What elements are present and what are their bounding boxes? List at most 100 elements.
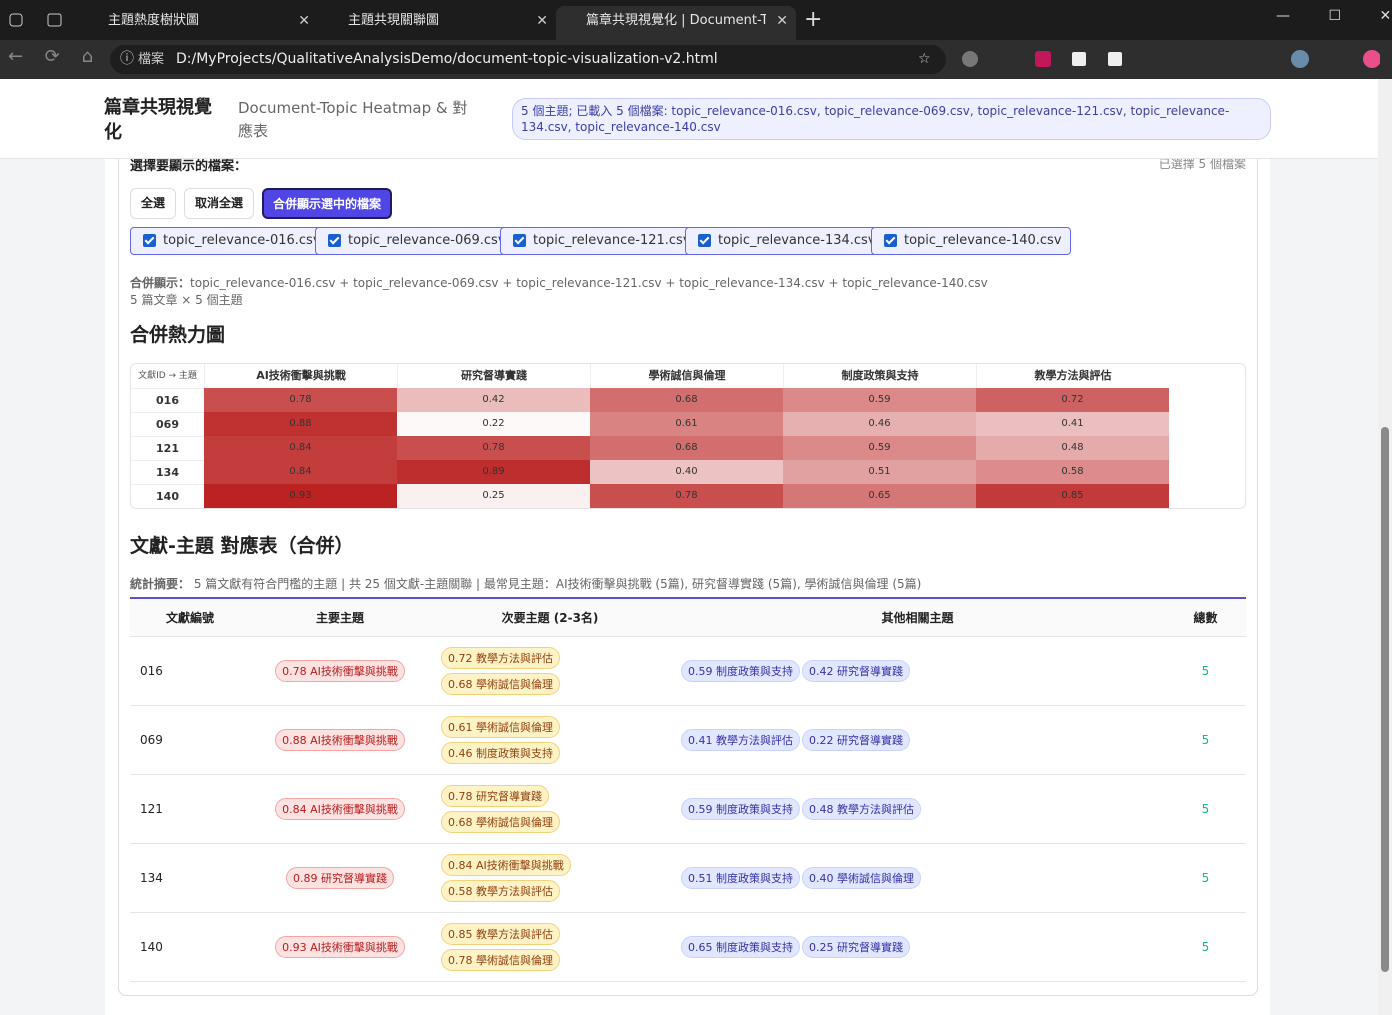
total: 5 (1165, 912, 1246, 982)
file-checkbox[interactable]: topic_relevance-069.csv (315, 227, 515, 255)
select-all-button[interactable]: 全選 (130, 188, 176, 219)
main-topic-cell: 0.78 AI技術衝擊與挑戰 (250, 636, 430, 706)
main-topic: 0.78 AI技術衝擊與挑戰 (275, 659, 405, 682)
heatmap-row-label: 069 (131, 412, 204, 437)
nav-buttons[interactable]: ← ⟳ ⌂ (8, 46, 94, 67)
window-icons (9, 13, 62, 27)
secondary-cell: 0.78 研究督導實踐 0.68 學術誠信與倫理 (430, 774, 670, 844)
heatmap-cell: 0.88 (204, 412, 397, 436)
other-topic: 0.65 制度政策與支持 (681, 935, 800, 958)
heatmap-cell: 0.40 (590, 460, 783, 484)
doc-id: 140 (130, 912, 250, 982)
file-checkbox[interactable]: topic_relevance-121.csv (500, 227, 700, 255)
tab[interactable]: 主題熱度樹狀圖 ✕ (108, 13, 310, 29)
main-topic-cell: 0.84 AI技術衝擊與挑戰 (250, 774, 430, 844)
file-name: topic_relevance-016.csv (163, 233, 321, 248)
main-topic: 0.89 研究督導實踐 (286, 866, 394, 889)
other-topic: 0.59 制度政策與支持 (681, 797, 800, 820)
main-topic-cell: 0.88 AI技術衝擊與挑戰 (250, 705, 430, 775)
summary: 統計摘要： 5 篇文獻有符合門檻的主題 | 共 25 個文獻-主題關聯 | 最常… (130, 575, 921, 592)
others-cell: 0.59 制度政策與支持 0.48 教學方法與評估 (670, 774, 1165, 844)
column-header: 文獻編號 (130, 598, 250, 637)
summary-text: 5 篇文獻有符合門檻的主題 | 共 25 個文獻-主題關聯 | 最常見主題：AI… (193, 577, 922, 591)
heatmap-corner: 文獻ID → 主題 (138, 371, 197, 381)
status-badge: 5 個主題; 已載入 5 個檔案: topic_relevance-016.cs… (512, 98, 1271, 140)
doc-id: 134 (130, 843, 250, 913)
page-subtitle: Document-Topic Heatmap & 對應表 (238, 99, 468, 140)
others-cell: 0.41 教學方法與評估 0.22 研究督導實踐 (670, 705, 1165, 775)
address-bar[interactable]: ⓘ 檔案 D:/MyProjects/QualitativeAnalysisDe… (110, 45, 946, 74)
file-name: topic_relevance-140.csv (904, 233, 1062, 248)
checkbox (143, 234, 156, 247)
checkbox (513, 234, 526, 247)
deselect-all-button[interactable]: 取消全選 (184, 188, 254, 219)
secondary-topic: 0.61 學術誠信與倫理 (441, 715, 560, 738)
others-cell: 0.59 制度政策與支持 0.42 研究督導實踐 (670, 636, 1165, 706)
heatmap-cell: 0.84 (204, 460, 397, 484)
heatmap-cell: 0.68 (590, 436, 783, 460)
total: 5 (1165, 774, 1246, 844)
main-topic: 0.84 AI技術衝擊與挑戰 (275, 797, 405, 820)
heatmap-row-label: 140 (131, 484, 204, 508)
secondary-topic: 0.72 教學方法與評估 (441, 646, 560, 669)
heatmap-cell: 0.93 (204, 484, 397, 508)
section-label: 選擇要顯示的檔案： (130, 159, 248, 174)
merged-files: topic_relevance-016.csv + topic_relevanc… (190, 276, 988, 290)
heatmap: 文獻ID → 主題 AI技術衝擊與挑戰 研究督導實踐 學術誠信與倫理 制度政策與支持 教學… (130, 363, 1246, 509)
others-cell: 0.51 制度政策與支持 0.40 學術誠信與倫理 (670, 843, 1165, 913)
tab-title: 主題熱度樹狀圖 (108, 13, 200, 28)
extension-icons[interactable] (960, 49, 1381, 69)
doc-id: 016 (130, 636, 250, 706)
secondary-topic: 0.78 研究督導實踐 (441, 784, 549, 807)
total: 5 (1165, 843, 1246, 913)
tab[interactable]: 主題共現關聯圖 ✕ (348, 13, 548, 29)
tab-title: 篇章共現視覺化 | Document-Topic (586, 13, 766, 28)
secondary-topic: 0.85 教學方法與評估 (441, 922, 560, 945)
other-topic: 0.41 教學方法與評估 (681, 728, 800, 751)
file-checkbox[interactable]: topic_relevance-140.csv (871, 227, 1071, 255)
heatmap-cell: 0.65 (783, 484, 976, 508)
column-header: 次要主題 (2-3名) (430, 598, 670, 637)
checkbox (698, 234, 711, 247)
table-row: 069 0.88 AI技術衝擊與挑戰 0.61 學術誠信與倫理 0.46 制度政策與支… (130, 705, 1246, 775)
window-controls[interactable]: — ☐ ✕ (1276, 8, 1392, 24)
heatmap-cell: 0.84 (204, 436, 397, 460)
heatmap-cell: 0.48 (976, 436, 1169, 460)
secondary-cell: 0.84 AI技術衝擊與挑戰 0.58 教學方法與評估 (430, 843, 670, 913)
heatmap-cell: 0.78 (397, 436, 590, 460)
tab-title: 主題共現關聯圖 (348, 13, 440, 28)
url: D:/MyProjects/QualitativeAnalysisDemo/do… (176, 51, 718, 67)
merged-dims: 5 篇文章 × 5 個主題 (130, 293, 243, 307)
merge-button[interactable]: 合併顯示選中的檔案 (262, 188, 392, 219)
header-row: 文獻編號 主要主題 次要主題 (2-3名) 其他相關主題 總數 (130, 598, 1246, 637)
tab[interactable]: 篇章共現視覺化 | Document-Topic✕ (556, 6, 796, 40)
other-topic: 0.48 教學方法與評估 (802, 797, 921, 820)
heatmap-cell: 0.25 (397, 484, 590, 508)
scrollbar[interactable] (1378, 79, 1392, 1015)
table-row: 140 0.93 AI技術衝擊與挑戰 0.85 教學方法與評估 0.78 學術誠信與倫… (130, 912, 1246, 982)
heatmap-cell: 0.42 (397, 388, 590, 412)
checkbox (328, 234, 341, 247)
heatmap-cell: 0.78 (590, 484, 783, 508)
scroll-thumb[interactable] (1381, 427, 1389, 972)
heatmap-column: 制度政策與支持 (783, 364, 976, 389)
heatmap-cell: 0.51 (783, 460, 976, 484)
file-checkbox[interactable]: topic_relevance-016.csv (130, 227, 330, 255)
heatmap-cell: 0.46 (783, 412, 976, 436)
table-title: 文獻-主題 對應表（合併） (130, 535, 354, 557)
table-row: 121 0.84 AI技術衝擊與挑戰 0.78 研究督導實踐 0.68 學術誠信與倫理… (130, 774, 1246, 844)
other-topic: 0.42 研究督導實踐 (802, 659, 910, 682)
new-tab[interactable]: + (804, 7, 823, 32)
main-topic: 0.88 AI技術衝擊與挑戰 (275, 728, 405, 751)
others-cell: 0.65 制度政策與支持 0.25 研究督導實踐 (670, 912, 1165, 982)
secondary-topic: 0.68 學術誠信與倫理 (441, 810, 560, 833)
total: 5 (1165, 636, 1246, 706)
heatmap-row-label: 121 (131, 436, 204, 461)
heatmap-cell: 0.59 (783, 388, 976, 412)
secondary-cell: 0.61 學術誠信與倫理 0.46 制度政策與支持 (430, 705, 670, 775)
heatmap-cell: 0.61 (590, 412, 783, 436)
other-topic: 0.40 學術誠信與倫理 (802, 866, 921, 889)
file-checkbox[interactable]: topic_relevance-134.csv (685, 227, 885, 255)
